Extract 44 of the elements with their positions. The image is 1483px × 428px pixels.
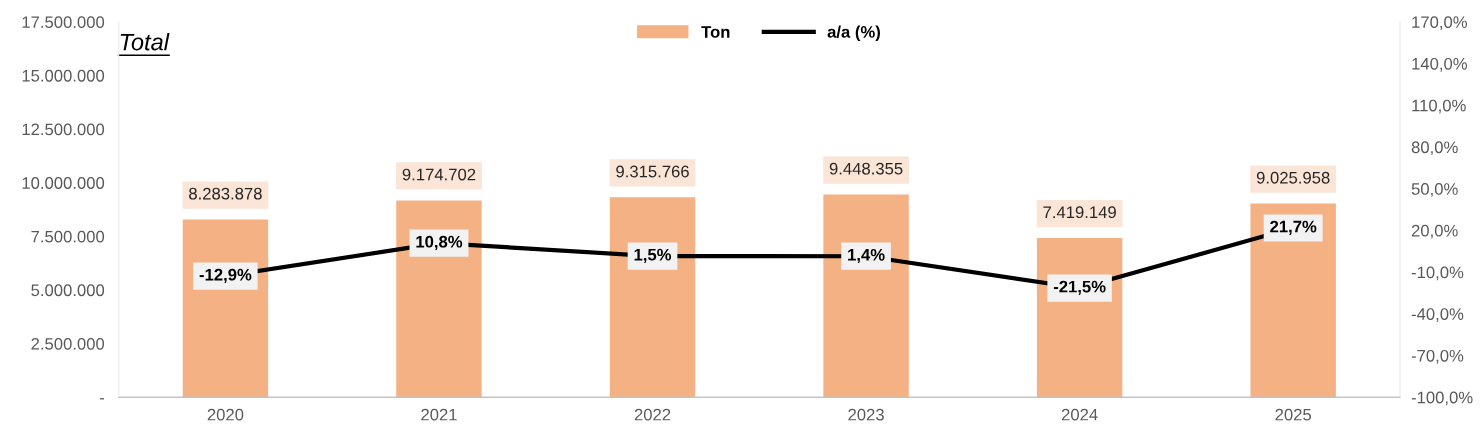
bar: [609, 197, 696, 398]
data-label: -12,9%: [199, 268, 252, 283]
y2-tick-label: 170,0%: [1412, 16, 1467, 30]
bar: [823, 194, 909, 398]
y-tick-label: 10.000.000: [22, 177, 105, 189]
data-label: 7.419.149: [1043, 206, 1116, 219]
data-label: 21,7%: [1270, 220, 1317, 235]
y-tick-label: 7.500.000: [31, 230, 105, 243]
data-label: -21,5%: [1053, 280, 1106, 295]
data-label: 1,5%: [634, 248, 672, 263]
data-label: 1,4%: [848, 248, 885, 264]
x-tick-label: 2020: [207, 408, 244, 421]
y2-tick-label: 20,0%: [1411, 224, 1458, 239]
chart-title: Total: [120, 33, 170, 51]
legend-label: a/a (%): [827, 25, 880, 42]
legend-label: Ton: [701, 26, 730, 38]
data-label: 9.174.702: [402, 168, 476, 181]
y2-tick-label: -40,0%: [1411, 308, 1464, 322]
data-label: 9.025.958: [1256, 171, 1330, 184]
data-label: 9.315.766: [616, 165, 689, 178]
data-label: 8.283.878: [189, 187, 262, 200]
y2-tick-label: 80,0%: [1411, 141, 1458, 156]
x-tick-label: 2024: [1061, 408, 1098, 421]
bar: [396, 200, 482, 398]
x-tick-label: 2023: [848, 408, 884, 421]
y2-tick-label: 140,0%: [1412, 57, 1467, 72]
y2-tick-label: 50,0%: [1411, 183, 1458, 197]
data-label: 10,8%: [416, 235, 463, 251]
x-tick-label: 2021: [421, 408, 457, 421]
x-tick-label: 2025: [1275, 408, 1312, 421]
y2-tick-label: -70,0%: [1411, 349, 1464, 364]
y-tick-label: 5.000.000: [31, 284, 105, 297]
y-tick-label: -: [99, 398, 105, 400]
y-tick-label: 17.500.000: [22, 16, 105, 29]
y-tick-label: 15.000.000: [22, 69, 105, 82]
y-tick-label: 2.500.000: [31, 337, 105, 350]
bar: [182, 219, 269, 398]
data-label: 9.448.355: [829, 162, 903, 175]
y-tick-label: 12.500.000: [22, 123, 105, 136]
bar: [1250, 203, 1336, 398]
y2-tick-label: -10,0%: [1411, 266, 1464, 281]
y2-tick-label: -100,0%: [1411, 391, 1473, 406]
x-tick-label: 2022: [634, 408, 671, 421]
y2-tick-label: 110,0%: [1412, 99, 1466, 114]
